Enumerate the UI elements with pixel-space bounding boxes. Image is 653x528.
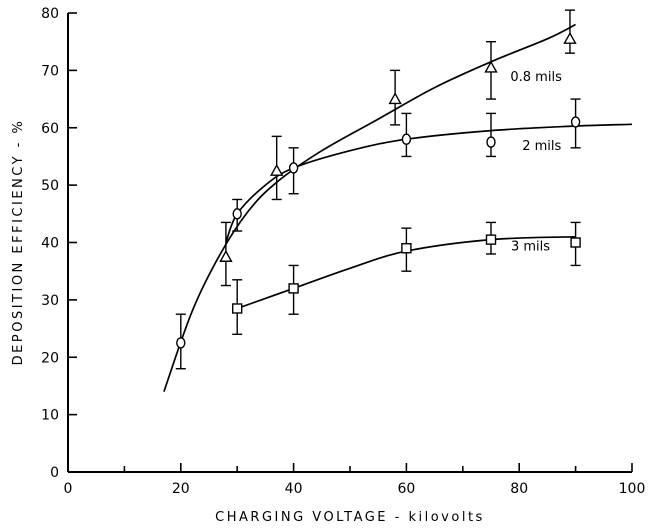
x-tick-label: 0 <box>64 481 73 497</box>
fit-curve-2-mils <box>225 123 633 243</box>
y-tick-label: 80 <box>41 6 59 22</box>
square-marker <box>570 237 581 248</box>
data-point-2-mils <box>401 112 412 158</box>
triangle-marker <box>388 92 402 105</box>
series-label-0-8-mils: 0.8 mils <box>510 70 562 85</box>
square-marker <box>288 283 299 294</box>
data-point-3-mils <box>231 279 243 335</box>
series-labels: 0.8 mils 2 mils 3 mils <box>510 70 562 254</box>
circle-marker <box>176 337 186 349</box>
circle-marker <box>570 116 581 128</box>
data-point-0-8-mils <box>219 221 233 287</box>
x-tick-label: 20 <box>172 481 190 497</box>
data-point-2-mils <box>288 147 299 195</box>
y-tick-label: 30 <box>41 293 59 309</box>
triangle-marker <box>269 163 284 176</box>
x-tick-label: 60 <box>397 481 415 497</box>
square-marker <box>231 303 243 314</box>
y-tick-label: 0 <box>50 465 59 481</box>
data-point-3-mils <box>288 264 299 315</box>
series-label-2-mils: 2 mils <box>522 139 561 154</box>
series-label-3-mils: 3 mils <box>511 239 550 254</box>
square-marker <box>401 243 412 254</box>
data-point-3-mils <box>570 221 581 267</box>
triangle-marker <box>563 31 577 44</box>
x-tick-label: 100 <box>619 481 646 497</box>
y-tick-label: 60 <box>41 121 59 137</box>
data-point-3-mils <box>485 221 497 255</box>
y-tick-label: 70 <box>41 63 59 79</box>
circle-marker <box>401 133 412 145</box>
data-point-0-8-mils <box>388 69 402 126</box>
data-point-0-8-mils <box>563 9 577 54</box>
y-tick-label: 50 <box>41 178 59 194</box>
y-tick-label: 10 <box>41 408 59 424</box>
y-axis-title: DEPOSITION EFFICIENCY - % <box>11 119 26 366</box>
square-marker <box>485 234 497 245</box>
x-tick-label: 40 <box>285 481 303 497</box>
data-point-2-mils <box>232 198 243 232</box>
data-point-0-8-mils <box>269 135 284 201</box>
triangle-marker <box>219 249 233 262</box>
circle-marker <box>486 136 496 148</box>
data-point-3-mils <box>401 227 412 272</box>
y-tick-label: 40 <box>41 236 59 252</box>
fit-curve-0-8-mils <box>163 23 576 392</box>
axes: 0 20 40 60 80 100 0 10 20 30 40 50 60 70 80 <box>41 6 645 497</box>
circle-marker <box>288 162 299 174</box>
circle-marker <box>232 208 242 220</box>
x-axis-title: CHARGING VOLTAGE - kilovolts <box>215 510 485 525</box>
data-points <box>175 9 581 370</box>
y-tick-label: 20 <box>41 350 59 366</box>
data-point-2-mils <box>175 313 186 370</box>
data-point-2-mils <box>570 98 581 149</box>
triangle-marker <box>484 60 498 73</box>
data-point-2-mils <box>486 112 496 158</box>
data-point-0-8-mils <box>484 40 498 100</box>
x-tick-label: 80 <box>510 481 528 497</box>
